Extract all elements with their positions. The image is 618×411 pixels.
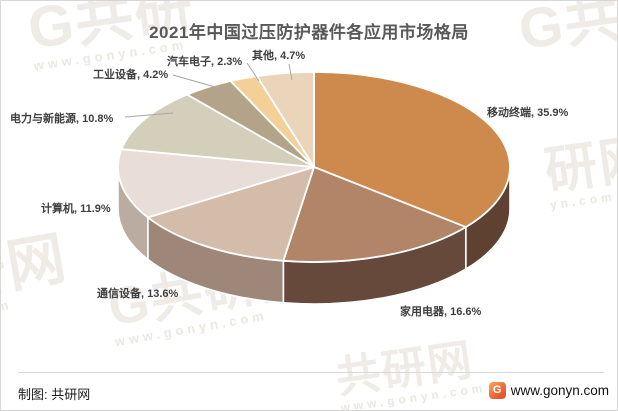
footer-divider — [18, 372, 604, 373]
slice-label-comm-equipment: 通信设备, 13.6% — [97, 288, 179, 300]
site-url: www.gonyn.com — [510, 383, 609, 398]
slice-label-mobile: 移动终端, 35.9% — [487, 107, 569, 119]
slice-label-power-new-energy: 电力与新能源, 10.8% — [10, 113, 114, 125]
slice-label-automotive: 汽车电子, 2.3% — [167, 56, 243, 68]
slice-label-industrial: 工业设备, 4.2% — [93, 69, 169, 81]
leader-line-power-new-energy — [124, 112, 174, 118]
leader-line-industrial — [172, 74, 223, 90]
brand: G www.gonyn.com — [488, 382, 609, 399]
leader-line-other — [288, 63, 293, 81]
pie-slice-comm-equipment — [146, 166, 315, 262]
slice-label-other: 其他, 4.7% — [252, 50, 306, 62]
pie-slice-mobile — [313, 71, 511, 228]
pie-slice-computer — [117, 148, 315, 219]
pie-slice-other — [256, 71, 315, 168]
slice-label-computer: 计算机, 11.9% — [41, 203, 111, 215]
credit-text: 制图: 共研网 — [18, 387, 91, 402]
gonyn-logo-icon: G — [488, 382, 506, 399]
pie-slice-home-appliance — [282, 166, 467, 263]
slice-label-home-appliance: 家用电器, 16.6% — [400, 306, 482, 318]
leader-line-automotive — [246, 62, 260, 82]
pie-slice-power-new-energy — [120, 93, 315, 168]
chart-title: 2021年中国过压防护器件各应用市场格局 — [149, 23, 469, 42]
